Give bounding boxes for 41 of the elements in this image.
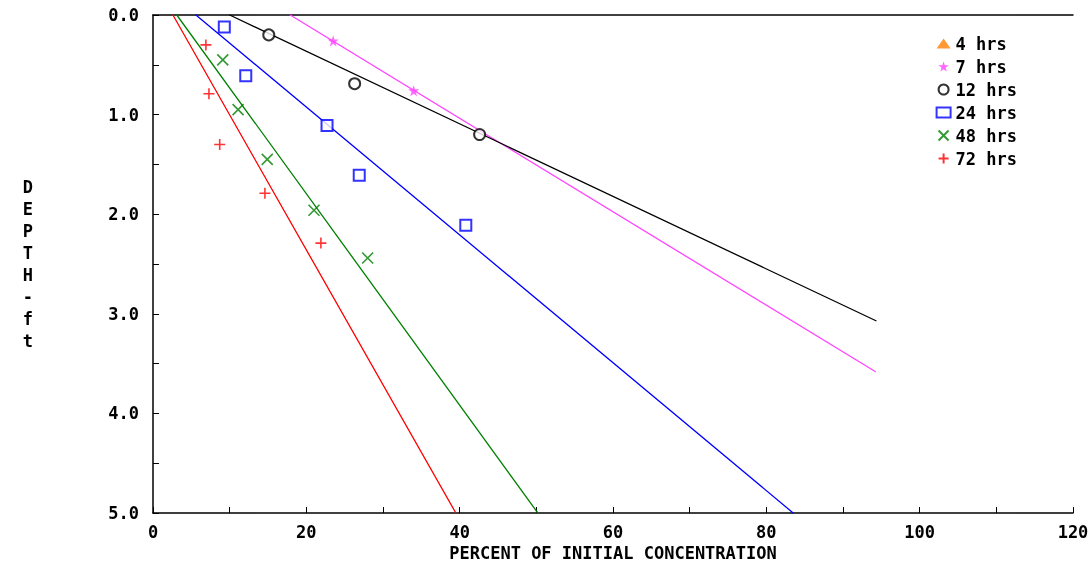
y-tick-label: 0.0 (108, 5, 139, 25)
y-tick-label: 5.0 (108, 503, 139, 523)
point (216, 53, 230, 67)
y-tick-label: 3.0 (108, 303, 139, 324)
y-tick-label: 4.0 (108, 403, 139, 424)
legend-label: 4 hrs (955, 33, 1007, 54)
point (262, 28, 276, 42)
point (361, 251, 374, 265)
point (239, 69, 253, 83)
y-tick-label: 1.0 (108, 104, 139, 125)
point (213, 138, 226, 151)
x-tick-label: 120 (1057, 521, 1089, 542)
point (327, 35, 339, 47)
x-tick-label: 60 (602, 521, 624, 542)
point (348, 77, 362, 91)
point (231, 103, 245, 116)
point (202, 87, 216, 100)
legend-label: 48 hrs (955, 125, 1018, 146)
point (307, 203, 321, 217)
y-tick-label: 2.0 (108, 204, 139, 225)
legend-label: 72 hrs (955, 148, 1018, 169)
legend-label: 7 hrs (955, 56, 1007, 77)
x-tick-label: 80 (756, 521, 777, 542)
point (217, 20, 231, 34)
x-axis-title: PERCENT OF INITIAL CONCENTRATION (449, 543, 777, 564)
point (260, 153, 274, 166)
point (199, 38, 213, 52)
x-tick-label: 0 (147, 521, 159, 542)
point (258, 186, 272, 200)
legend-label: 12 hrs (955, 79, 1018, 100)
point (320, 119, 334, 133)
x-tick-label: 20 (296, 521, 317, 542)
x-tick-label: 40 (449, 521, 470, 542)
point (408, 85, 420, 97)
point (352, 168, 366, 182)
point (459, 218, 473, 232)
point (314, 236, 328, 250)
point (473, 128, 487, 142)
x-tick-label: 100 (904, 521, 936, 542)
y-axis-title: DEPTH-ft (22, 177, 33, 351)
legend-label: 24 hrs (955, 102, 1018, 123)
